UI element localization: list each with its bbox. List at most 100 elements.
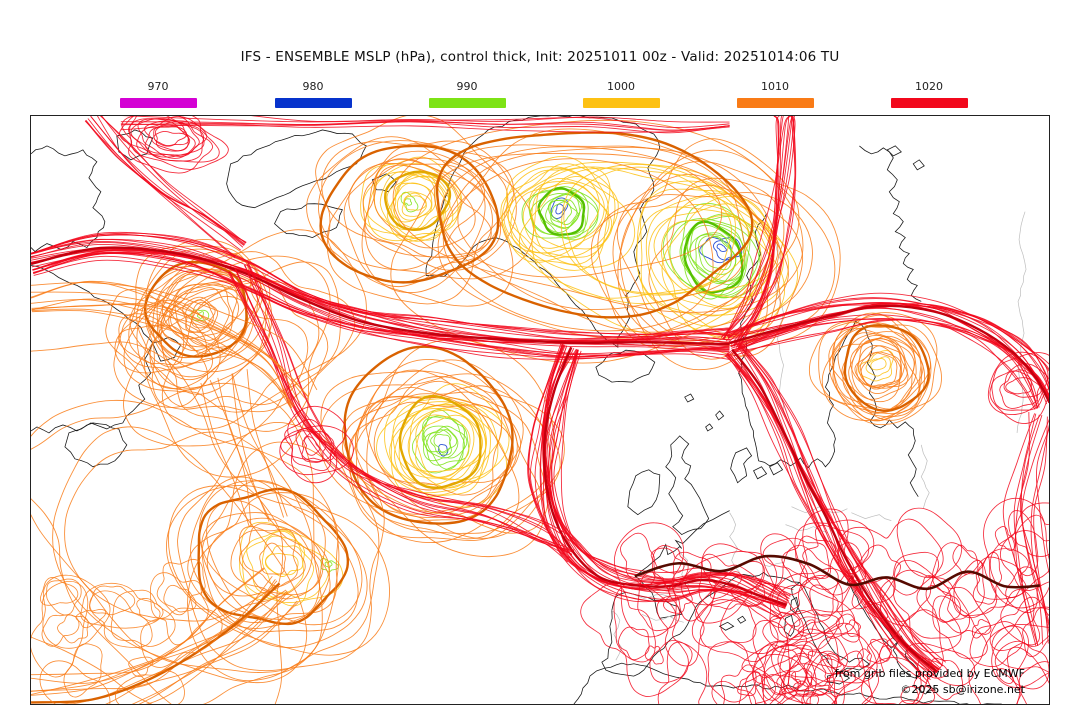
isobar-loop [864, 600, 889, 620]
isobar-loop [707, 641, 757, 703]
legend-label: 970 [147, 80, 169, 93]
isobar-strand [634, 554, 1040, 591]
map-frame: from grib files provided by ECMWF ©2025 … [30, 115, 1050, 705]
band-jet-top-edge [120, 116, 730, 134]
isobar-strand [738, 344, 940, 671]
isobar-loop [644, 645, 664, 665]
isobar-loop [618, 626, 650, 661]
isobar-loop [259, 542, 286, 575]
isobar-loop [1016, 661, 1049, 704]
legend-label: 980 [302, 80, 324, 93]
isobar-loop [130, 117, 205, 162]
isobar-loop [425, 429, 458, 453]
band-jet-west-diag [227, 262, 579, 563]
isobar-loop [1000, 589, 1041, 646]
isobar-loop [435, 131, 754, 319]
isobar-loop [711, 680, 756, 704]
isobar-loop [745, 641, 813, 704]
isobar-loop [769, 611, 801, 628]
isobar-strand [723, 116, 780, 340]
isobar-loop [580, 583, 656, 663]
band-jet-scandinavia [724, 342, 947, 685]
isobar-loop [75, 608, 107, 629]
isobar-loop [991, 623, 1049, 673]
page-title: IFS - ENSEMBLE MSLP (hPa), control thick… [240, 49, 840, 65]
isobar-loop [198, 480, 363, 626]
isobar-strand [31, 579, 276, 692]
isobar-loop [31, 341, 284, 704]
isobar-loop [803, 658, 879, 704]
isobar-loop [994, 640, 1049, 690]
legend-item-980: 980 [253, 80, 373, 108]
isobar-loop [64, 431, 313, 622]
band-swirl-link-1010 [200, 369, 288, 528]
isobar-loop [440, 146, 723, 278]
isobar-loop [167, 485, 368, 648]
isobar-loop [710, 571, 743, 599]
isobar-loop [373, 158, 476, 249]
isobar-loop [835, 613, 860, 643]
isobar-loop [640, 188, 798, 339]
isobar-loop [144, 251, 356, 413]
isobar-loop [239, 526, 306, 587]
isobar-strand [31, 568, 265, 676]
coastline [665, 435, 710, 536]
isobar-loop [128, 656, 154, 678]
isobar-loop [828, 322, 922, 418]
chaos-algeria-mess [711, 628, 878, 704]
isobar-loop [777, 628, 878, 684]
coastline [718, 621, 735, 631]
isobar-loop [843, 324, 930, 412]
isobar-loop [350, 339, 555, 543]
isobar-strand [247, 263, 574, 554]
isobar-loop [649, 640, 693, 684]
isobar-loop [114, 302, 207, 374]
isobar-loop [140, 607, 223, 668]
isobar-loop [720, 664, 776, 704]
isobar-loop [900, 685, 936, 704]
isobar-loop [31, 580, 89, 678]
isobar-loop [422, 425, 468, 462]
isobar-loop [917, 657, 948, 679]
legend: 970 980 990 1000 1010 1020 [0, 80, 1080, 114]
isobar-loop [699, 583, 805, 663]
isobar-loop [776, 584, 856, 635]
isobar-strand [731, 348, 939, 673]
isobar-loop [776, 670, 802, 700]
isobar-strand [96, 116, 245, 246]
isobar-loop [983, 497, 1049, 609]
isobar-loop [932, 595, 988, 659]
system-baltic-1010 [808, 312, 942, 426]
isobar-loop [143, 255, 331, 478]
isobar-loop [415, 414, 471, 479]
legend-item-990: 990 [407, 80, 527, 108]
country-border [785, 524, 828, 533]
isobar-strand [735, 116, 796, 348]
isobar-loop [457, 128, 746, 311]
band-jet-atlantic-south [527, 343, 794, 620]
isobar-loop [46, 578, 82, 616]
isobar-loop [1008, 510, 1039, 577]
isobar-loop [39, 660, 111, 704]
isobar-strand [725, 116, 791, 342]
isobar-loop [537, 193, 586, 239]
isobar-loop [870, 638, 891, 662]
isobar-loop [319, 373, 551, 539]
isobar-loop [549, 199, 578, 225]
legend-item-1010: 1010 [715, 80, 835, 108]
isobar-loop [999, 530, 1049, 592]
isobar-loop [781, 535, 836, 586]
isobar-strand [31, 241, 730, 343]
isobar-loop [752, 653, 836, 704]
isobar-loop [393, 182, 433, 231]
isobar-loop [952, 544, 979, 575]
isobar-loop [392, 119, 804, 313]
isobar-loop [347, 369, 520, 534]
isobar-loop [287, 405, 347, 484]
country-border [920, 444, 930, 509]
isobar-loop [620, 532, 656, 586]
isobar-strand [726, 292, 1049, 365]
system-midatl-990 [412, 409, 470, 474]
isobar-loop [656, 595, 705, 667]
isobar-loop [89, 590, 153, 648]
